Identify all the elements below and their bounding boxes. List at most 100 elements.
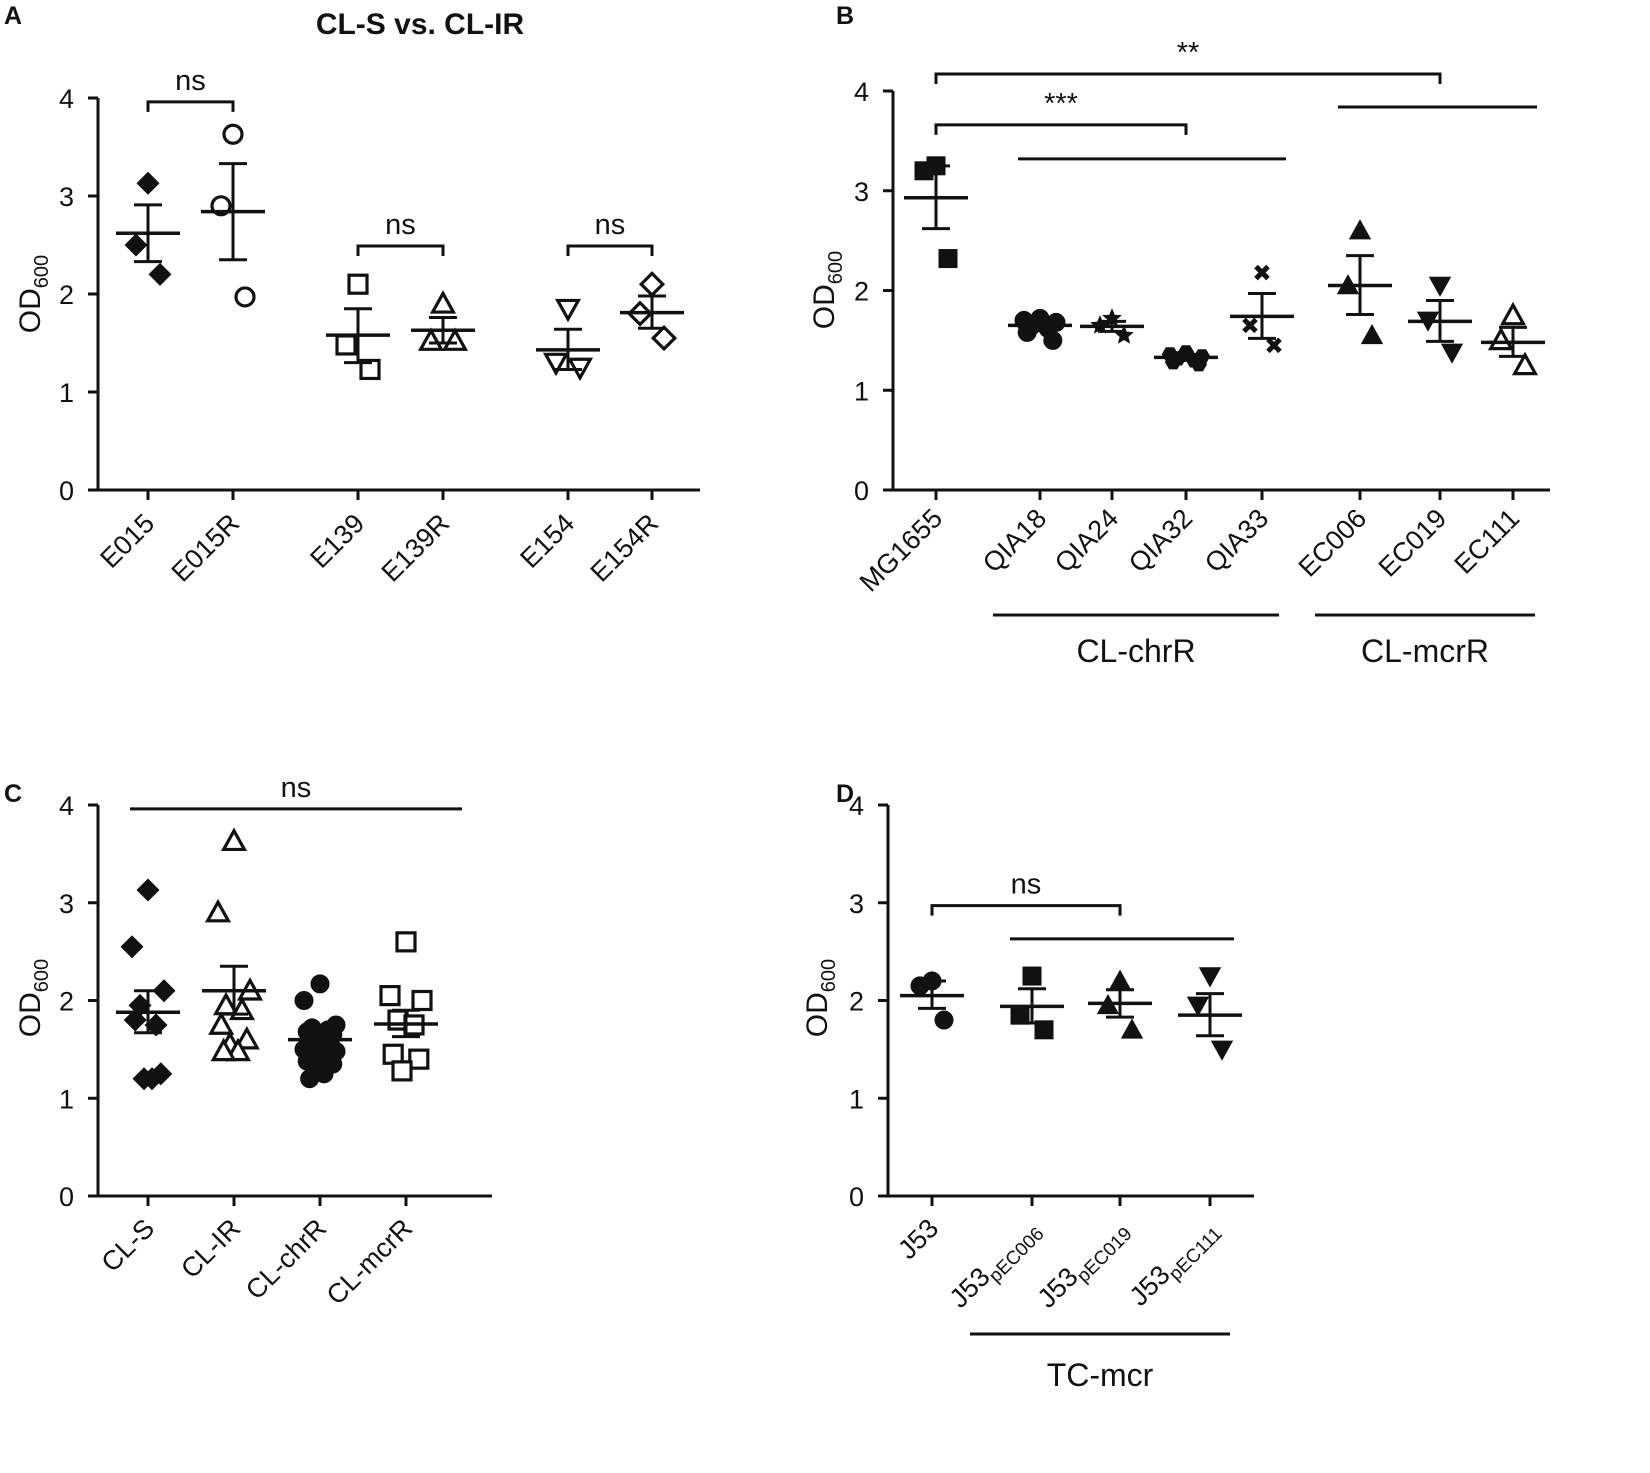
y-axis-label: OD600 bbox=[14, 959, 53, 1037]
panel-a: A CL-S vs. CL-IR 0 1 2 3 4 OD600 E015 E015R E139… bbox=[4, 2, 700, 588]
x-tick-label: E154 bbox=[514, 508, 580, 574]
panel-d-series bbox=[900, 966, 1242, 1061]
data-point bbox=[120, 935, 144, 959]
x-tick-label: J53pEC006 bbox=[944, 1213, 1049, 1318]
y-axis-label-main: OD bbox=[801, 992, 834, 1037]
data-point bbox=[934, 1010, 954, 1030]
y-tick-label: 1 bbox=[59, 1084, 74, 1114]
y-tick-label: 0 bbox=[59, 1182, 74, 1212]
y-tick-label: 1 bbox=[849, 1084, 864, 1114]
x-tick-label-main: J53 bbox=[892, 1213, 944, 1265]
data-point bbox=[123, 1008, 147, 1032]
x-tick-label: E139R bbox=[376, 508, 456, 588]
data-point bbox=[1242, 317, 1258, 334]
data-point bbox=[650, 325, 678, 352]
x-tick-label: QIA18 bbox=[977, 503, 1052, 578]
significance-label: ** bbox=[1177, 37, 1200, 69]
data-point bbox=[417, 327, 445, 351]
data-point bbox=[395, 931, 417, 953]
group-label: CL-mcrR bbox=[1361, 633, 1489, 669]
data-point bbox=[1034, 1020, 1054, 1040]
data-point bbox=[136, 171, 160, 195]
data-point bbox=[359, 358, 381, 381]
significance-bracket bbox=[146, 100, 235, 112]
y-tick-label: 3 bbox=[59, 182, 74, 212]
data-point bbox=[542, 352, 570, 377]
data-point bbox=[1120, 1018, 1144, 1039]
y-tick-label: 0 bbox=[849, 1182, 864, 1212]
y-tick-label: 2 bbox=[854, 277, 869, 307]
y-tick-label: 3 bbox=[849, 889, 864, 919]
data-point bbox=[220, 827, 248, 852]
x-tick-label: QIA32 bbox=[1123, 503, 1198, 578]
y-axis-label-sub: 600 bbox=[31, 255, 53, 288]
x-tick-label: QIA33 bbox=[1199, 503, 1274, 578]
significance-bracket bbox=[356, 244, 445, 256]
panel-b-series bbox=[904, 156, 1545, 376]
y-tick-label: 2 bbox=[59, 987, 74, 1017]
data-point bbox=[429, 290, 457, 314]
data-point bbox=[294, 991, 314, 1010]
data-point bbox=[1198, 967, 1222, 988]
panel-d: D 0 1 2 3 4 OD600 J53J53pEC006J53pEC019J53pEC1… bbox=[801, 780, 1254, 1393]
data-point bbox=[310, 974, 330, 994]
group-label: CL-chrR bbox=[1076, 633, 1195, 669]
data-point bbox=[148, 262, 172, 286]
y-axis-label-sub: 600 bbox=[31, 959, 53, 992]
x-tick-label: E015R bbox=[166, 508, 246, 588]
data-point bbox=[136, 878, 160, 902]
x-tick-label: E154R bbox=[585, 508, 665, 588]
panel-d-letter: D bbox=[836, 780, 854, 808]
y-axis-label-sub: 600 bbox=[825, 251, 847, 284]
y-axis-label-main: OD bbox=[14, 288, 47, 333]
data-point bbox=[379, 985, 401, 1007]
y-tick-label: 4 bbox=[59, 791, 74, 821]
x-tick-label: CL-chrR bbox=[240, 1213, 332, 1305]
data-point bbox=[1186, 996, 1210, 1017]
data-point bbox=[222, 123, 244, 145]
panel-a-title: CL-S vs. CL-IR bbox=[316, 8, 525, 41]
y-tick-label: 2 bbox=[59, 280, 74, 310]
data-point bbox=[1499, 301, 1527, 326]
y-axis-label: OD600 bbox=[801, 959, 840, 1037]
data-point bbox=[140, 1067, 164, 1091]
data-point bbox=[638, 271, 666, 298]
data-point bbox=[1511, 351, 1539, 376]
y-axis-label: OD600 bbox=[14, 255, 53, 333]
data-point bbox=[554, 298, 582, 323]
x-tick-label: E015 bbox=[94, 508, 160, 574]
data-point bbox=[208, 1011, 235, 1035]
y-axis-label-main: OD bbox=[14, 992, 47, 1037]
y-tick-label: 1 bbox=[854, 376, 869, 406]
data-point bbox=[210, 1037, 237, 1062]
data-point bbox=[335, 334, 357, 356]
y-tick-label: 1 bbox=[59, 378, 74, 408]
x-tick-label: EC111 bbox=[1448, 503, 1525, 580]
data-point bbox=[938, 249, 958, 269]
data-point bbox=[152, 979, 176, 1003]
significance-bracket bbox=[934, 72, 1442, 85]
panel-a-series bbox=[116, 123, 684, 382]
data-point bbox=[411, 989, 433, 1012]
x-tick-label: MG1655 bbox=[854, 503, 948, 597]
significance-bracket bbox=[566, 244, 654, 256]
data-point bbox=[347, 273, 369, 295]
significance-label: ns bbox=[281, 772, 312, 804]
data-point bbox=[300, 1069, 320, 1089]
data-point bbox=[1440, 343, 1464, 364]
data-point bbox=[1254, 264, 1270, 281]
data-point bbox=[1348, 219, 1372, 240]
data-point bbox=[1210, 1040, 1234, 1061]
panel-c-significance: ns bbox=[130, 772, 462, 811]
panel-a-letter: A bbox=[4, 2, 22, 30]
data-point bbox=[1108, 969, 1132, 990]
x-tick-label: EC006 bbox=[1293, 503, 1373, 583]
y-tick-label: 0 bbox=[59, 476, 74, 506]
data-point bbox=[1114, 325, 1134, 344]
significance-label: ns bbox=[1011, 869, 1042, 901]
data-point bbox=[124, 233, 148, 257]
data-point bbox=[1010, 1005, 1030, 1025]
